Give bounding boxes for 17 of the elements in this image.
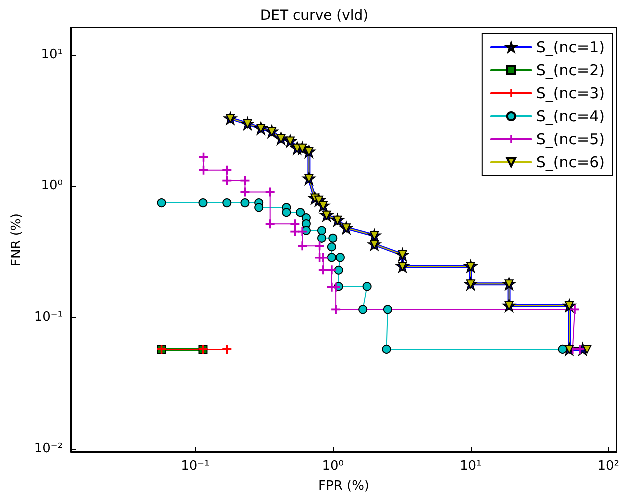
x-tick-label: 10⁻¹ bbox=[181, 459, 210, 474]
x-tick-label: 10¹ bbox=[460, 459, 482, 474]
legend-label: S_(nc=6) bbox=[536, 154, 605, 172]
y-tick-label: 10⁰ bbox=[41, 178, 63, 194]
legend-label: S_(nc=1) bbox=[536, 38, 605, 56]
legend-label: S_(nc=5) bbox=[536, 130, 605, 148]
chart-title: DET curve (vld) bbox=[260, 8, 369, 24]
x-tick-label: 10² bbox=[598, 459, 620, 474]
y-tick-label: 10⁻² bbox=[34, 442, 63, 457]
legend-label: S_(nc=4) bbox=[536, 108, 605, 126]
x-tick-label: 10⁰ bbox=[322, 459, 344, 474]
legend-label: S_(nc=2) bbox=[536, 62, 605, 80]
y-tick-label: 10⁻¹ bbox=[34, 310, 63, 326]
legend-label: S_(nc=3) bbox=[536, 84, 605, 102]
y-tick-label: 10¹ bbox=[41, 47, 63, 62]
x-axis-title: FPR (%) bbox=[318, 479, 370, 494]
y-axis-title: FNR (%) bbox=[9, 214, 24, 266]
